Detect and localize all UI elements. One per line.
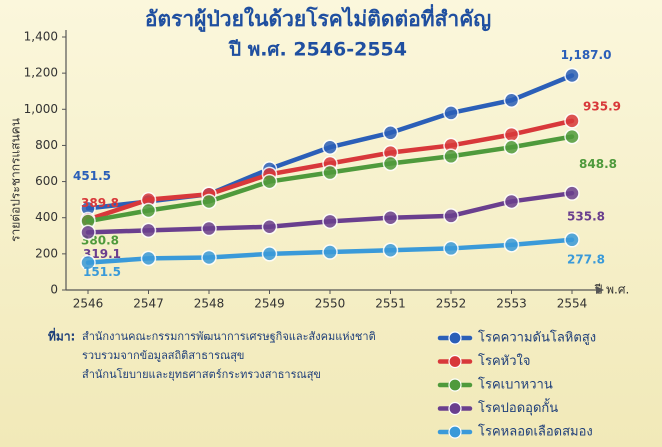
data-point	[322, 244, 338, 260]
data-label: 451.5	[73, 169, 111, 183]
legend-label: โรคหัวใจ	[478, 353, 531, 369]
x-tick-label: 2551	[375, 297, 406, 311]
y-tick-label: 1,200	[24, 66, 58, 80]
data-point	[564, 67, 580, 84]
legend-label: โรคปอดอุดกั้น	[478, 398, 558, 416]
y-tick-label: 0	[50, 283, 58, 297]
x-tick-label: 2552	[436, 297, 467, 311]
data-point	[443, 240, 459, 257]
chart-title: อัตราผู้ป่วยในด้วยโรคไม่ติดต่อที่สำคัญ	[145, 3, 491, 33]
data-label: 935.9	[583, 99, 621, 113]
data-point	[443, 208, 459, 224]
source-text: สำนักงานคณะกรรมการพัฒนาการเศรษฐกิจและสัง…	[82, 330, 376, 343]
data-point	[140, 202, 157, 219]
data-point	[564, 113, 580, 129]
chart-subtitle: ปี พ.ศ. 2546-2554	[228, 39, 407, 61]
data-label: 151.5	[83, 265, 121, 279]
y-tick-label: 800	[35, 138, 58, 152]
x-axis-arrow	[596, 286, 604, 294]
data-point	[443, 148, 459, 165]
data-label: 848.8	[579, 157, 617, 171]
data-point	[503, 126, 520, 143]
data-point	[322, 164, 338, 181]
data-point	[503, 139, 520, 155]
legend-label: โรคเบาหวาน	[478, 377, 553, 393]
data-point	[80, 254, 96, 271]
data-point	[564, 185, 580, 201]
x-tick-label: 2553	[496, 297, 527, 311]
data-point	[201, 220, 217, 237]
legend-swatch-marker	[448, 354, 462, 369]
data-label: 389.8	[81, 196, 119, 210]
y-axis-label: รายต่อประชากรแสนคน	[9, 118, 23, 242]
y-tick-label: 1,000	[24, 102, 58, 116]
y-tick-label: 600	[35, 174, 58, 188]
legend-swatch-marker	[448, 331, 462, 345]
legend-swatch-marker	[448, 425, 462, 439]
data-point	[261, 173, 278, 190]
x-axis-label: ปี พ.ศ.	[594, 283, 629, 297]
source-label: ที่มา:	[48, 328, 75, 344]
y-tick-label: 200	[35, 246, 58, 260]
source-text: รวบรวมจากข้อมูลสถิติสาธารณสุข	[82, 349, 244, 362]
data-point	[382, 125, 399, 141]
data-point	[503, 237, 520, 253]
x-tick-label: 2546	[73, 297, 104, 311]
legend-label: โรคความดันโลหิตสูง	[478, 330, 596, 346]
legend-label: โรคหลอดเลือดสมอง	[478, 424, 593, 440]
data-point	[140, 250, 157, 267]
data-point	[443, 105, 459, 121]
data-point	[201, 249, 217, 266]
y-tick-label: 400	[35, 210, 58, 224]
x-tick-label: 2547	[133, 297, 164, 311]
data-point	[80, 224, 96, 241]
data-point	[564, 232, 580, 248]
x-tick-label: 2548	[194, 297, 225, 311]
data-point	[503, 193, 520, 210]
data-label: 277.8	[567, 252, 605, 266]
data-point	[261, 246, 278, 262]
data-label: 535.8	[567, 210, 605, 224]
legend-swatch-marker	[448, 378, 462, 392]
x-tick-label: 2550	[315, 297, 346, 311]
data-point	[503, 92, 520, 108]
legend-swatch-marker	[448, 401, 462, 416]
y-tick-label: 1,400	[24, 30, 58, 44]
data-point	[564, 128, 580, 145]
data-point	[140, 222, 157, 239]
data-label: 1,187.0	[561, 48, 612, 62]
x-tick-label: 2549	[254, 297, 285, 311]
data-point	[322, 213, 338, 230]
data-point	[382, 155, 399, 172]
data-point	[261, 219, 278, 235]
data-point	[201, 193, 217, 210]
x-tick-label: 2554	[557, 297, 588, 311]
data-point	[382, 242, 399, 258]
data-point	[382, 209, 399, 226]
source-text: สำนักนโยบายและยุทธศาสตร์กระทรวงสาธารณสุข	[82, 367, 321, 381]
data-point	[322, 139, 338, 155]
